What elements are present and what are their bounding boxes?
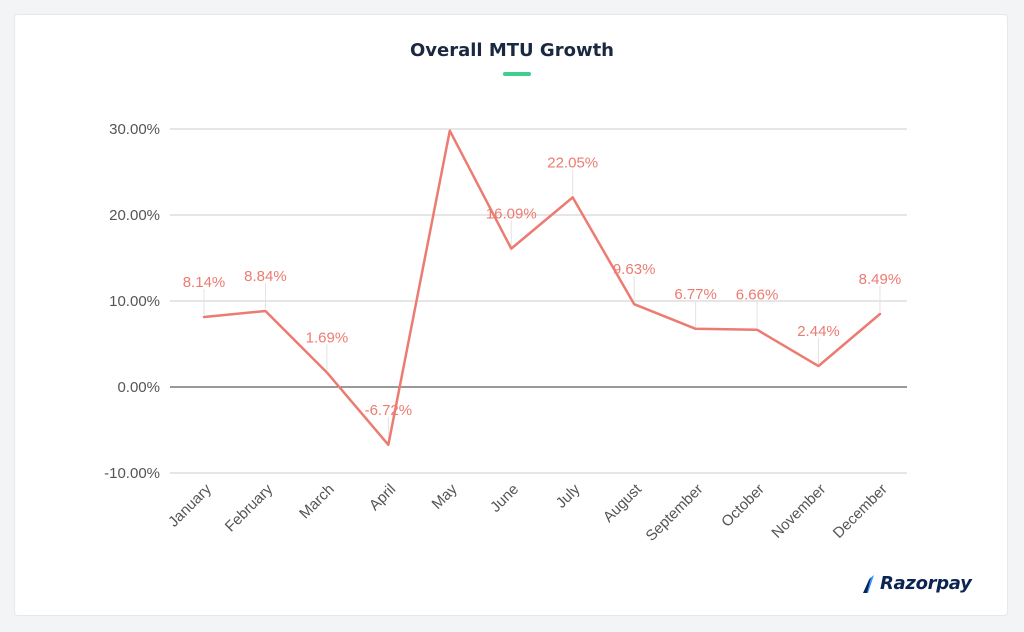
x-tick-label: April bbox=[366, 481, 399, 514]
razorpay-wordmark: Razorpay bbox=[880, 573, 972, 594]
x-tick-label: June bbox=[487, 481, 522, 516]
razorpay-logo: Razorpay bbox=[862, 573, 972, 594]
series-line bbox=[202, 129, 882, 447]
x-tick-label: December bbox=[830, 481, 891, 542]
data-label: 6.77% bbox=[674, 286, 717, 303]
data-label: 1.69% bbox=[306, 329, 349, 346]
data-label: 2.44% bbox=[797, 323, 840, 340]
data-label: 8.84% bbox=[244, 268, 287, 285]
chart-card bbox=[14, 14, 1008, 616]
x-tick-label: August bbox=[600, 480, 646, 526]
x-tick-label: January bbox=[165, 480, 215, 530]
x-tick-label: February bbox=[222, 480, 277, 535]
y-tick-label: 10.00% bbox=[109, 293, 160, 310]
y-tick-label: 20.00% bbox=[109, 207, 160, 224]
y-tick-label: 30.00% bbox=[109, 121, 160, 138]
x-tick-label: October bbox=[718, 481, 768, 531]
data-label: 8.49% bbox=[859, 271, 902, 288]
title-underline bbox=[503, 72, 531, 76]
data-label: -6.72% bbox=[365, 402, 413, 419]
data-label: 16.09% bbox=[486, 206, 537, 223]
data-label: 6.66% bbox=[736, 287, 779, 304]
x-tick-label: July bbox=[553, 480, 584, 511]
y-tick-label: 0.00% bbox=[117, 379, 160, 396]
x-tick-label: May bbox=[429, 480, 461, 512]
data-label: 8.14% bbox=[183, 274, 226, 291]
data-label: 22.05% bbox=[547, 154, 598, 171]
chart-title: Overall MTU Growth bbox=[409, 40, 614, 61]
razorpay-logo-icon bbox=[863, 574, 874, 593]
x-tick-label: September bbox=[643, 481, 707, 545]
x-tick-label: November bbox=[768, 481, 829, 542]
y-tick-label: -10.00% bbox=[104, 465, 160, 482]
x-tick-label: March bbox=[296, 481, 337, 522]
data-label: 9.63% bbox=[613, 261, 656, 278]
